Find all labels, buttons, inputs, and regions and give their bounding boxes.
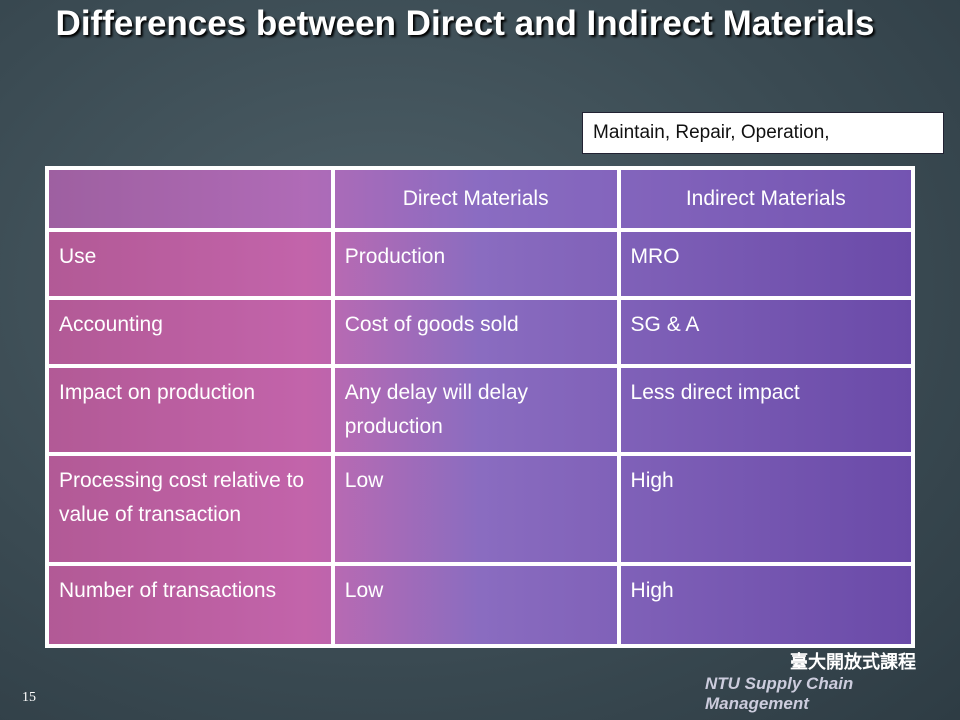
table-cell: Low [330, 562, 621, 648]
logo: 臺大開放式課程 [790, 652, 916, 672]
brand: NTU Supply Chain Management [705, 674, 854, 713]
table-row: Accounting Cost of goods sold SG & A [45, 296, 916, 368]
table-row: Impact on production Any delay will delay… [45, 364, 916, 456]
table-row: Use Production MRO [45, 228, 916, 300]
table: Direct Materials Indirect Materials Use Pro… [45, 166, 916, 648]
table-cell: Less direct impact [616, 364, 916, 456]
table-cell: Impact on production [45, 364, 335, 456]
note: Maintain, Repair, Operation, [582, 112, 944, 154]
table-cell: Indirect Materials [616, 166, 916, 232]
table-cell: Cost of goods sold [330, 296, 621, 368]
table-cell: High [616, 562, 916, 648]
table-cell: High [616, 452, 916, 566]
table-cell: Low [330, 452, 621, 566]
table-cell [45, 166, 335, 232]
title: Differences between Direct and Indirect … [55, 4, 875, 43]
table-cell: SG & A [616, 296, 916, 368]
table-grid: Direct Materials Indirect Materials Use Pro… [45, 166, 916, 648]
table-cell: Production [330, 228, 621, 300]
table-cell: Direct Materials [330, 166, 621, 232]
table-row: Processing cost relative to value of tra… [45, 452, 916, 566]
table-cell: MRO [616, 228, 916, 300]
table-cell: Accounting [45, 296, 335, 368]
page-number: 15 [22, 690, 36, 705]
table-cell: Use [45, 228, 335, 300]
table-cell: Number of transactions [45, 562, 335, 648]
table-row: Number of transactions Low High [45, 562, 916, 648]
table-cell: Processing cost relative to value of tra… [45, 452, 335, 566]
table-row: Direct Materials Indirect Materials [45, 166, 916, 232]
table-cell: Any delay will delay production [330, 364, 621, 456]
